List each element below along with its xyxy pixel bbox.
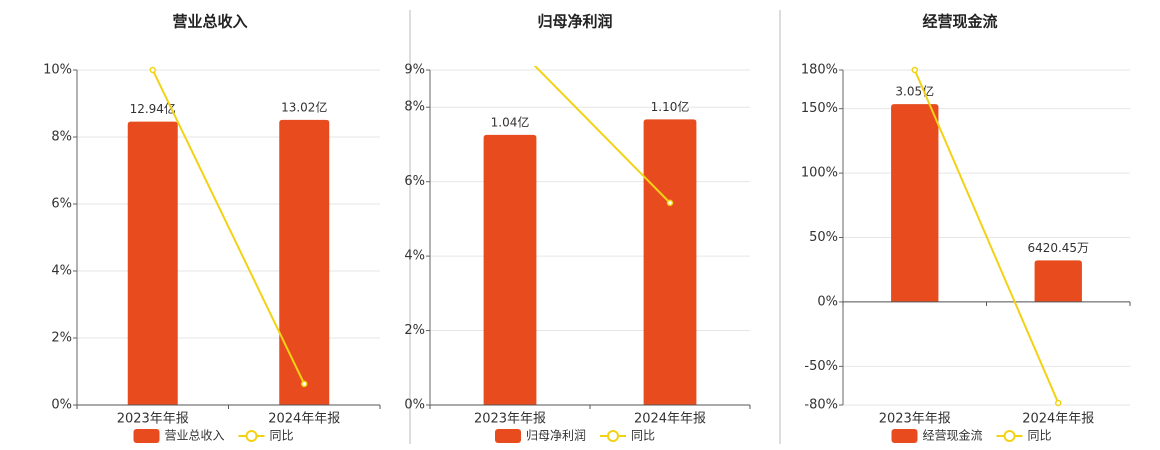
data-label: 1.10亿 (651, 99, 690, 114)
data-label: 3.05亿 (895, 84, 934, 99)
bar (279, 119, 330, 405)
bar (643, 119, 697, 405)
bar (1034, 260, 1082, 303)
y-tick-label: 0% (51, 398, 72, 413)
y-tick-label: -80% (804, 398, 838, 413)
x-tick-label: 2023年年报 (117, 412, 189, 427)
y-tick-label: 8% (51, 130, 72, 145)
line-point (149, 66, 156, 74)
line-point (666, 199, 674, 207)
legend-label: 归母净利润 (526, 429, 586, 443)
y-tick-label: 9% (404, 63, 425, 78)
line (151, 69, 306, 385)
x-tick-label: 2024年年报 (268, 412, 340, 427)
legend-swatch (1003, 430, 1016, 442)
legend-label: 营业总收入 (165, 429, 225, 443)
line-point (301, 380, 308, 388)
legend-swatch (133, 429, 160, 443)
y-tick-label: 4% (404, 249, 425, 264)
legend-swatch (607, 430, 620, 442)
line-point (911, 66, 918, 74)
legend-label: 同比 (1028, 429, 1052, 443)
y-tick-label: 100% (801, 166, 838, 181)
x-tick-label: 2023年年报 (879, 412, 951, 427)
y-tick-label: 0% (817, 294, 838, 309)
y-tick-label: 150% (801, 101, 838, 116)
legend-label: 同比 (270, 429, 294, 443)
chart-title: 归母净利润 (537, 13, 612, 31)
y-tick-label: -50% (804, 359, 838, 374)
chart-title: 营业总收入 (172, 13, 247, 31)
line-point (1055, 399, 1062, 407)
y-tick-label: 4% (51, 264, 72, 279)
bar (127, 121, 178, 405)
data-label: 13.02亿 (281, 99, 327, 114)
legend-swatch (495, 429, 521, 443)
legend-label: 经营现金流 (923, 428, 983, 443)
data-label: 6420.45万 (1027, 241, 1089, 255)
line (533, 66, 671, 204)
x-tick-label: 2024年年报 (1022, 412, 1094, 427)
legend-swatch (245, 430, 258, 442)
x-tick-label: 2023年年报 (474, 412, 546, 427)
y-tick-label: 6% (51, 197, 72, 212)
y-tick-label: 50% (809, 230, 838, 245)
y-tick-label: 10% (43, 63, 72, 78)
data-label: 12.94亿 (130, 101, 176, 116)
chart-title: 经营现金流 (922, 13, 997, 31)
bar (483, 134, 537, 405)
line (913, 69, 1060, 404)
x-tick-label: 2024年年报 (634, 412, 706, 427)
y-tick-label: 8% (404, 100, 425, 115)
y-tick-label: 6% (404, 174, 425, 189)
legend-label: 同比 (631, 429, 655, 443)
y-tick-label: 2% (51, 331, 72, 346)
y-tick-label: 180% (801, 63, 838, 78)
line-point (508, 38, 513, 43)
y-tick-label: 0% (404, 398, 425, 413)
legend-swatch (891, 429, 918, 443)
bar (891, 104, 939, 303)
data-label: 1.04亿 (491, 114, 530, 129)
y-tick-label: 2% (404, 323, 425, 338)
